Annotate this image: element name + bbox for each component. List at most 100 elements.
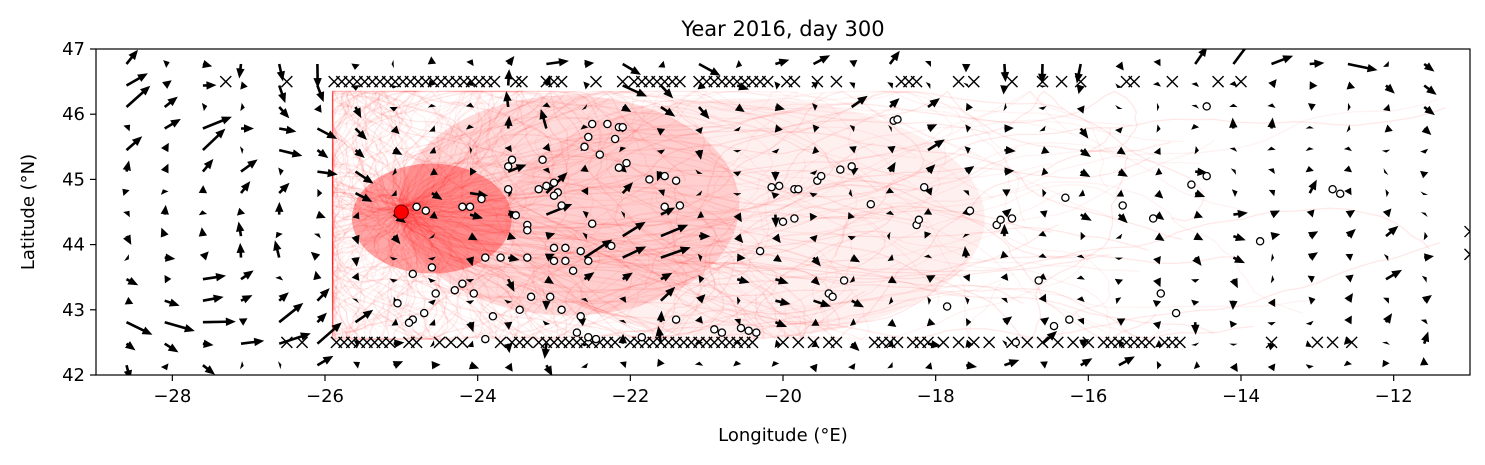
particle-marker xyxy=(545,292,555,302)
current-vector-arrow xyxy=(962,63,971,73)
current-vector-arrow xyxy=(1307,103,1316,111)
particle-track xyxy=(397,218,886,287)
beached-particle-marker xyxy=(983,336,996,349)
current-vector-arrow xyxy=(581,362,588,369)
current-vectors xyxy=(122,49,1437,375)
particle-track xyxy=(402,218,1215,335)
current-vector-arrow xyxy=(962,233,970,238)
particle-track xyxy=(331,180,446,340)
particle-track xyxy=(331,90,972,213)
current-vector-arrow xyxy=(467,232,478,241)
current-vector-arrow xyxy=(1423,84,1437,95)
particle-track xyxy=(390,210,945,280)
current-vector-arrow xyxy=(125,85,151,108)
current-vector-arrow xyxy=(278,106,290,119)
current-vector-arrow xyxy=(389,106,398,112)
particle-track xyxy=(331,145,439,310)
current-vector-arrow xyxy=(811,256,821,267)
current-vector-arrow xyxy=(736,82,749,91)
current-vector-arrow xyxy=(1080,212,1092,221)
current-vector-arrow xyxy=(427,256,436,261)
particle-track xyxy=(408,203,870,340)
current-vector-arrow xyxy=(582,210,589,219)
current-vector-arrow xyxy=(580,124,589,130)
particle-track xyxy=(411,126,994,210)
particle-track xyxy=(351,90,406,215)
current-vector-arrow xyxy=(1383,297,1389,304)
particle-marker xyxy=(1255,237,1265,246)
current-vector-arrow xyxy=(887,254,894,262)
current-vector-arrow xyxy=(923,208,933,215)
current-vector-arrow xyxy=(1077,317,1085,325)
current-vector-arrow xyxy=(391,59,394,69)
current-vector-arrow xyxy=(389,278,398,283)
current-vector-arrow xyxy=(1194,145,1199,155)
current-vector-arrow xyxy=(1114,127,1123,134)
current-vector-arrow xyxy=(1152,300,1162,308)
current-vector-arrow xyxy=(504,69,513,86)
current-vector-arrow xyxy=(659,84,674,99)
current-vector-arrow xyxy=(964,146,971,154)
particle-track xyxy=(415,220,1239,274)
current-vector-arrow xyxy=(542,102,551,108)
particle-marker xyxy=(1187,180,1196,189)
current-vector-arrow xyxy=(1307,275,1315,283)
current-vector-arrow xyxy=(1076,105,1085,114)
current-vector-arrow xyxy=(1232,49,1254,65)
current-vector-arrow xyxy=(1383,254,1389,262)
track-density-core xyxy=(351,163,512,274)
particle-marker xyxy=(584,332,593,342)
particle-track xyxy=(331,90,410,205)
particle-marker xyxy=(1007,214,1017,223)
current-vector-arrow xyxy=(273,240,282,258)
current-vector-arrow xyxy=(924,187,933,196)
current-vector-arrow xyxy=(657,358,665,367)
particle-track xyxy=(405,191,1111,340)
particle-track xyxy=(331,202,435,326)
current-vector-arrow xyxy=(733,192,742,196)
particle-track xyxy=(331,91,397,221)
beached-particle-marker xyxy=(515,75,528,88)
current-vector-arrow xyxy=(1233,209,1248,219)
particle-track xyxy=(412,208,1052,293)
particle-track xyxy=(416,155,1129,340)
current-vector-arrow xyxy=(1076,275,1085,280)
particle-track xyxy=(331,91,391,211)
beached-particle-marker xyxy=(952,75,965,88)
particle-track xyxy=(390,90,773,267)
beached-particle-marker xyxy=(1345,336,1358,349)
current-vector-arrow xyxy=(277,85,286,104)
current-vector-arrow xyxy=(1001,297,1008,304)
current-vector-arrow xyxy=(774,103,785,112)
current-vector-arrow xyxy=(1004,124,1014,133)
current-vector-arrow xyxy=(429,211,438,219)
current-vector-arrow xyxy=(238,318,248,326)
particle-track xyxy=(374,90,480,217)
current-vector-arrow xyxy=(1343,165,1353,173)
current-vector-arrow xyxy=(390,125,400,135)
particle-marker xyxy=(503,162,513,171)
current-vector-arrow xyxy=(1383,168,1389,176)
current-vector-arrow xyxy=(1229,320,1238,328)
particle-track xyxy=(331,89,414,210)
particle-marker xyxy=(607,241,616,251)
current-vector-arrow xyxy=(1191,279,1200,283)
particle-track xyxy=(402,217,891,340)
particle-marker xyxy=(614,163,624,172)
current-vector-arrow xyxy=(1116,189,1125,197)
active-particles xyxy=(393,102,1345,347)
beached-particle-marker xyxy=(280,336,293,349)
particle-track xyxy=(331,91,390,211)
current-vector-arrow xyxy=(316,127,338,139)
current-vector-arrow xyxy=(236,221,245,237)
current-vector-arrow xyxy=(1383,103,1391,112)
current-vector-arrow xyxy=(317,168,338,178)
current-vector-arrow xyxy=(1307,252,1318,261)
particle-track xyxy=(396,209,494,340)
beached-particle-marker xyxy=(1128,75,1141,88)
current-vector-arrow xyxy=(961,246,971,258)
current-vector-arrow xyxy=(351,63,360,70)
beached-particle-marker xyxy=(1166,75,1179,88)
current-vector-arrow xyxy=(965,339,974,348)
